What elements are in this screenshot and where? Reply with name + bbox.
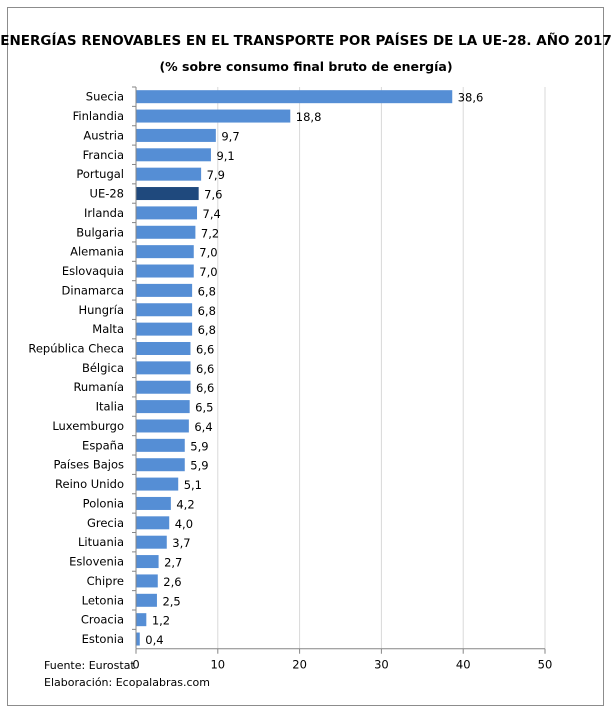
category-label: Lituania xyxy=(78,535,124,549)
category-label: Grecia xyxy=(87,516,124,530)
category-label: Croacia xyxy=(81,613,124,627)
category-label: Austria xyxy=(83,128,124,142)
category-label: Luxemburgo xyxy=(52,419,124,433)
bar-hungría xyxy=(136,303,193,317)
data-label: 7,0 xyxy=(199,265,217,279)
bar-reino-unido xyxy=(136,477,179,491)
data-label: 7,6 xyxy=(204,188,222,202)
credit-note: Elaboración: Ecopalabras.com xyxy=(44,676,210,689)
x-tick-label: 10 xyxy=(210,658,225,672)
data-label: 6,8 xyxy=(198,284,216,298)
data-label: 2,7 xyxy=(164,556,182,570)
bar-austria xyxy=(136,128,216,142)
bar-francia xyxy=(136,148,211,162)
data-label: 6,8 xyxy=(198,304,216,318)
category-label: Bulgaria xyxy=(76,225,124,239)
data-label: 6,6 xyxy=(196,362,214,376)
category-label: Chipre xyxy=(87,574,124,588)
category-label: Francia xyxy=(83,148,124,162)
category-label: Bélgica xyxy=(82,361,124,375)
bar-bulgaria xyxy=(136,225,196,239)
bar-españa xyxy=(136,438,185,452)
data-label: 2,5 xyxy=(162,594,180,608)
source-note: Fuente: Eurostat xyxy=(44,659,135,672)
chart-title: ENERGÍAS RENOVABLES EN EL TRANSPORTE POR… xyxy=(0,33,612,49)
data-label: 4,0 xyxy=(175,517,193,531)
category-label: Estonia xyxy=(82,632,124,646)
category-label: Reino Unido xyxy=(55,477,124,491)
category-label: Malta xyxy=(92,322,124,336)
data-label: 6,6 xyxy=(196,381,214,395)
data-label: 4,2 xyxy=(176,497,194,511)
category-label: Polonia xyxy=(83,496,124,510)
data-label: 9,7 xyxy=(221,129,239,143)
data-label: 9,1 xyxy=(216,149,234,163)
category-label: República Checa xyxy=(28,341,124,355)
bar-estonia xyxy=(136,632,140,646)
x-tick-label: 0 xyxy=(132,658,139,672)
data-label: 7,0 xyxy=(199,246,217,260)
data-label: 5,9 xyxy=(190,439,208,453)
bar-letonia xyxy=(136,593,157,607)
data-label: 3,7 xyxy=(172,536,190,550)
bar-polonia xyxy=(136,496,171,510)
bar-dinamarca xyxy=(136,283,193,297)
bar-grecia xyxy=(136,516,170,530)
bar-lituania xyxy=(136,535,167,549)
data-label: 7,9 xyxy=(207,168,225,182)
data-label: 6,6 xyxy=(196,342,214,356)
bar-suecia xyxy=(136,90,453,104)
category-label: España xyxy=(82,438,124,452)
bar-croacia xyxy=(136,613,147,627)
bar-rumanía xyxy=(136,380,191,394)
category-label: Eslovenia xyxy=(69,555,124,569)
data-label: 5,1 xyxy=(184,478,202,492)
category-label: Letonia xyxy=(82,593,124,607)
category-label: Italia xyxy=(96,400,124,414)
data-label: 5,9 xyxy=(190,459,208,473)
data-label: 7,4 xyxy=(203,207,221,221)
bar-portugal xyxy=(136,167,202,181)
category-label: UE-28 xyxy=(90,187,124,201)
bar-eslovenia xyxy=(136,555,159,569)
bar-malta xyxy=(136,322,193,336)
bar-luxemburgo xyxy=(136,419,189,433)
bar-finlandia xyxy=(136,109,291,123)
x-tick-label: 30 xyxy=(374,658,389,672)
category-label: Hungría xyxy=(79,303,125,317)
data-label: 18,8 xyxy=(296,110,322,124)
bar-república-checa xyxy=(136,341,191,355)
category-label: Suecia xyxy=(86,90,124,104)
chart-subtitle: (% sobre consumo final bruto de energía) xyxy=(159,59,453,74)
bar-ue-28 xyxy=(136,187,199,201)
category-label: Alemania xyxy=(70,245,124,259)
data-label: 2,6 xyxy=(163,575,181,589)
data-label: 0,4 xyxy=(145,633,163,647)
category-label: Portugal xyxy=(76,167,124,181)
category-label: Dinamarca xyxy=(62,283,124,297)
x-tick-label: 20 xyxy=(292,658,307,672)
bar-países-bajos xyxy=(136,458,185,472)
x-tick-label: 40 xyxy=(456,658,471,672)
data-label: 1,2 xyxy=(152,614,170,628)
data-label: 6,4 xyxy=(194,420,212,434)
bar-italia xyxy=(136,400,190,414)
category-label: Eslovaquia xyxy=(62,264,124,278)
x-tick-label: 50 xyxy=(538,658,553,672)
category-label: Finlandia xyxy=(73,109,124,123)
category-label: Irlanda xyxy=(84,206,124,220)
bar-eslovaquia xyxy=(136,264,194,278)
bar-bélgica xyxy=(136,361,191,375)
bar-alemania xyxy=(136,245,194,259)
data-label: 6,5 xyxy=(195,401,213,415)
category-label: Países Bajos xyxy=(53,458,124,472)
bar-chipre xyxy=(136,574,158,588)
category-label: Rumanía xyxy=(73,380,124,394)
data-label: 6,8 xyxy=(198,323,216,337)
bar-irlanda xyxy=(136,206,198,220)
data-label: 7,2 xyxy=(201,226,219,240)
chart-frame xyxy=(7,7,604,706)
data-label: 38,6 xyxy=(458,91,484,105)
